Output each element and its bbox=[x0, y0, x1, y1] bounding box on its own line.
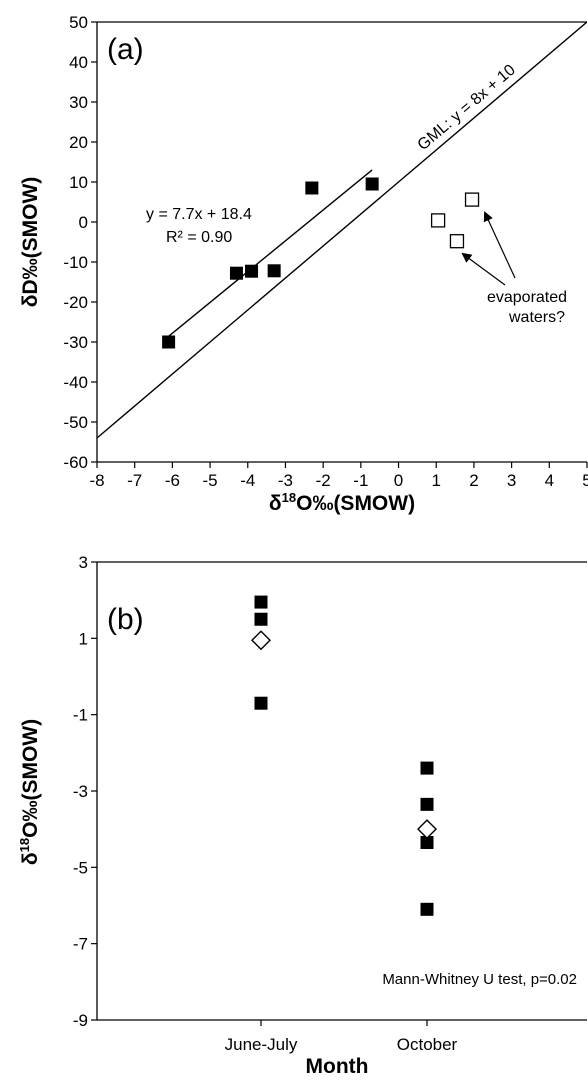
filled-square-point bbox=[267, 264, 281, 278]
panel-b-y-tick-label: 3 bbox=[79, 553, 88, 572]
panel-a-plot-area bbox=[97, 22, 587, 439]
panel-b-y-tick-label: -5 bbox=[73, 858, 88, 877]
panel-a-y-tick-label: 40 bbox=[69, 53, 88, 72]
panel-b-x-axis-label: Month bbox=[306, 1055, 369, 1078]
panel-a-x-tick-label: 5 bbox=[582, 471, 588, 490]
gml-label: GML: y = 8x + 10 bbox=[415, 61, 519, 154]
panel-b-letter: (b) bbox=[107, 603, 144, 636]
filled-square-point bbox=[229, 266, 243, 280]
panel-a-x-tick-label: 0 bbox=[394, 471, 403, 490]
panel-a-x-tick-label: 1 bbox=[431, 471, 440, 490]
filled-square-point bbox=[162, 335, 176, 349]
filled-square-point bbox=[254, 696, 268, 710]
filled-square-point bbox=[245, 264, 259, 278]
panel-b-y-tick-label: -7 bbox=[73, 935, 88, 954]
open-square-point bbox=[449, 234, 465, 249]
arrow-to-open-point-left bbox=[461, 252, 506, 286]
panel-a-y-tick-label: -40 bbox=[63, 373, 88, 392]
panel-b-category-label: October bbox=[397, 1035, 458, 1054]
panel-b-plot-area bbox=[251, 595, 437, 916]
panel-a-x-tick-label: -4 bbox=[240, 471, 255, 490]
open-diamond-mean-point bbox=[417, 819, 437, 840]
evaporated-label-line1: evaporated bbox=[487, 289, 567, 306]
panel-a-x-tick-label: -3 bbox=[278, 471, 293, 490]
filled-square-point bbox=[254, 612, 268, 626]
panel-a-y-tick-label: -30 bbox=[63, 333, 88, 352]
panel-a-x-axis-label: δ18O‰(SMOW) bbox=[269, 490, 415, 515]
filled-square-point bbox=[365, 177, 379, 191]
panel-a-y-tick-label: -20 bbox=[63, 293, 88, 312]
panel-a-x-tick-label: 4 bbox=[545, 471, 554, 490]
filled-square-point bbox=[420, 797, 434, 811]
panel-a-letter: (a) bbox=[107, 33, 144, 66]
panel-b-y-tick-label: 1 bbox=[79, 629, 88, 648]
panel-a-x-tick-label: -8 bbox=[89, 471, 104, 490]
panel-a-x-tick-label: 3 bbox=[507, 471, 516, 490]
panel-a-y-tick-label: 0 bbox=[79, 213, 88, 232]
mann-whitney-note: Mann-Whitney U test, p=0.02 bbox=[382, 971, 577, 988]
open-diamond-mean-point bbox=[251, 630, 271, 651]
regression-r2-label: R² = 0.90 bbox=[166, 229, 232, 246]
panel-a-y-axis-label: δD‰(SMOW) bbox=[19, 177, 42, 308]
panel-a-y-tick-label: -60 bbox=[63, 453, 88, 472]
panel-a-y-tick-label: 30 bbox=[69, 93, 88, 112]
panel-a-y-tick-label: 20 bbox=[69, 133, 88, 152]
panel-b-y-tick-label: -3 bbox=[73, 782, 88, 801]
panel-a-x-tick-label: -5 bbox=[203, 471, 218, 490]
panel-b-y-tick-label: -9 bbox=[73, 1011, 88, 1030]
regression-equation-label: y = 7.7x + 18.4 bbox=[146, 206, 252, 223]
panel-b-category-label: June-July bbox=[225, 1035, 298, 1054]
filled-square-point bbox=[420, 902, 434, 916]
gml-line bbox=[97, 22, 587, 439]
panel-a-y-tick-label: -50 bbox=[63, 413, 88, 432]
panel-a-x-tick-label: -6 bbox=[165, 471, 180, 490]
open-square-point bbox=[430, 213, 446, 228]
regression-line bbox=[168, 169, 373, 337]
panel-b-y-axis-label: δ18O‰(SMOW) bbox=[17, 719, 42, 865]
filled-square-point bbox=[420, 761, 434, 775]
filled-square-point bbox=[254, 595, 268, 609]
panel-b-y-tick-label: -1 bbox=[73, 706, 88, 725]
open-square-point bbox=[464, 192, 480, 207]
panel-b-axes: 3 1 -1 -3 -5 -7 -9 June-July October bbox=[73, 553, 587, 1054]
filled-square-point bbox=[305, 181, 319, 195]
panel-b: 3 1 -1 -3 -5 -7 -9 June-July October (b) Mann-Wh… bbox=[17, 553, 587, 1078]
filled-square-point bbox=[420, 836, 434, 850]
panel-a-x-tick-label: -7 bbox=[127, 471, 142, 490]
panel-a-x-tick-label: -1 bbox=[353, 471, 368, 490]
panel-a-x-tick-label: -2 bbox=[316, 471, 331, 490]
panel-a-x-tick-label: 2 bbox=[469, 471, 478, 490]
panel-a-y-tick-label: -10 bbox=[63, 253, 88, 272]
panel-a-y-tick-label: 10 bbox=[69, 173, 88, 192]
arrow-to-open-point-top bbox=[483, 211, 516, 279]
evaporated-label-line2: waters? bbox=[508, 309, 565, 326]
panel-a-y-tick-label: 50 bbox=[69, 13, 88, 32]
